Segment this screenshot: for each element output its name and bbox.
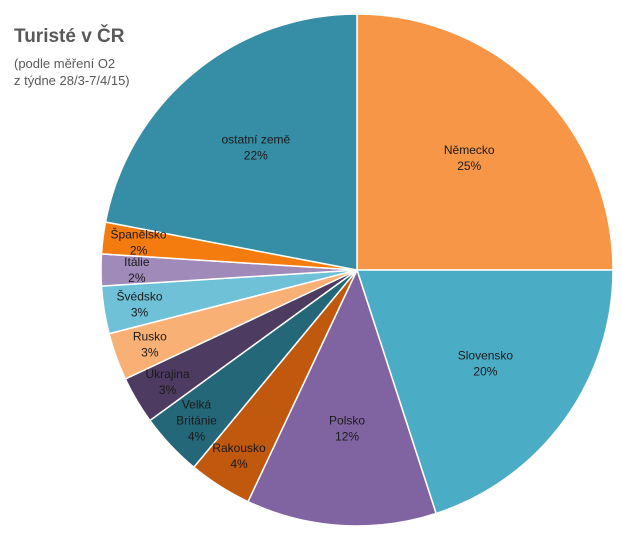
- pie-labels: Německo 25% Slovensko 20% Polsko 12% Rakousko 4…: [111, 133, 514, 471]
- slice-label-1-line-0: Slovensko: [458, 348, 514, 362]
- slice-label-8: Itálie 2%: [124, 255, 150, 285]
- slice-label-9-line-1: 2%: [130, 243, 148, 257]
- slice-label-4-line-0: Velká: [182, 398, 212, 412]
- slice-label-1-line-1: 20%: [473, 364, 497, 378]
- slice-label-0: Německo 25%: [444, 143, 495, 173]
- slice-label-5-line-1: 3%: [159, 383, 177, 397]
- slice-label-7: Švédsko 3%: [117, 288, 163, 319]
- slice-label-2-line-0: Polsko: [329, 413, 365, 427]
- slice-label-3: Rakousko 4%: [212, 441, 266, 471]
- slice-label-0-line-1: 25%: [457, 159, 481, 173]
- slice-label-10: ostatní země 22%: [221, 133, 290, 163]
- slice-label-9-line-0: Španělsko: [111, 226, 167, 241]
- slice-label-6-line-1: 3%: [141, 346, 159, 360]
- slice-label-4: Velká Británie 4%: [176, 398, 217, 444]
- slice-label-7-line-1: 3%: [131, 305, 149, 319]
- slice-label-3-line-1: 4%: [230, 457, 248, 471]
- slice-label-10-line-0: ostatní země: [221, 133, 290, 147]
- slice-label-8-line-0: Itálie: [124, 255, 150, 269]
- slice-label-4-line-1: Británie: [176, 414, 217, 428]
- slice-label-5: Ukrajina 3%: [145, 367, 189, 397]
- slice-label-1: Slovensko 20%: [458, 348, 514, 378]
- slice-label-9: Španělsko 2%: [111, 226, 167, 257]
- slice-label-2-line-1: 12%: [335, 429, 359, 443]
- slice-label-3-line-0: Rakousko: [212, 441, 266, 455]
- chart-subtitle: (podle měření O2 z týdne 28/3-7/4/15): [14, 55, 174, 89]
- slice-label-8-line-1: 2%: [128, 271, 146, 285]
- slice-label-4-line-2: 4%: [188, 430, 206, 444]
- pie-slice-10: [104, 13, 358, 271]
- slice-label-2: Polsko 12%: [329, 413, 365, 443]
- pie-slice-1: [355, 269, 614, 515]
- slice-label-10-line-1: 22%: [244, 149, 268, 163]
- pie-slices: [100, 13, 614, 527]
- pie-slice-0: [356, 13, 614, 271]
- slice-label-7-line-0: Švédsko: [117, 288, 163, 303]
- chart-subtitle-line-2: z týdne 28/3-7/4/15): [14, 73, 130, 88]
- slice-label-6-line-0: Rusko: [133, 330, 167, 344]
- chart-title: Turisté v ČR: [14, 26, 125, 47]
- slice-label-0-line-0: Německo: [444, 143, 495, 157]
- slice-label-6: Rusko 3%: [133, 330, 167, 360]
- pie-slice-2: [247, 267, 438, 527]
- slice-label-5-line-0: Ukrajina: [145, 367, 189, 381]
- chart-subtitle-line-1: (podle měření O2: [14, 56, 116, 71]
